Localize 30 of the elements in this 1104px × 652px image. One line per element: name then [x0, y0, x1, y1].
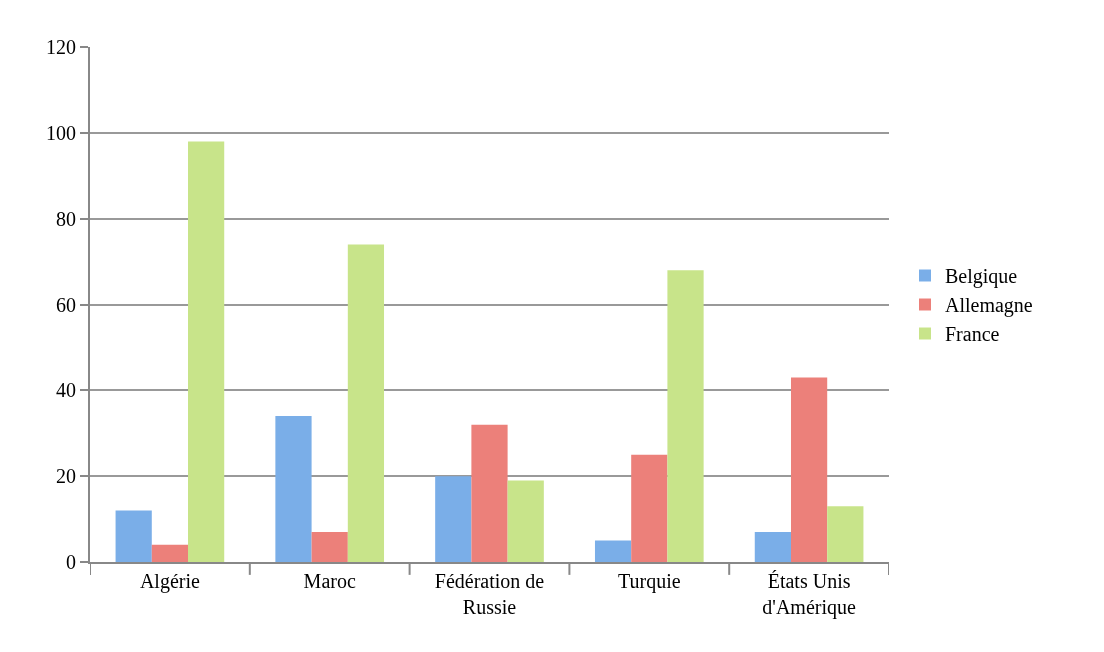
bar [435, 476, 472, 562]
bar [507, 480, 544, 562]
bar [754, 531, 791, 562]
y-tick-label: 100 [46, 121, 76, 144]
legend-label: France [944, 323, 1000, 346]
bar [311, 531, 348, 562]
bar [347, 244, 385, 562]
legend-label: Belgique [944, 265, 1018, 289]
x-tick-label: Maroc [303, 570, 356, 592]
bar [631, 454, 668, 562]
x-tick-label: Fédération de Russie [434, 570, 545, 618]
x-tick-label: Algérie [139, 570, 200, 593]
x-tick-label: Turquie [618, 570, 681, 593]
bar [275, 416, 312, 562]
y-tick-label: 80 [56, 207, 76, 230]
bar [471, 424, 508, 562]
y-tick-label: 0 [66, 551, 76, 573]
x-tick-label: États Unis d'Amérique [762, 570, 857, 619]
bar [594, 540, 632, 562]
bar [667, 270, 704, 562]
y-tick-label: 60 [56, 293, 76, 316]
y-tick-label: 120 [46, 36, 76, 58]
legend-label: Allemagne [944, 294, 1033, 318]
bar [790, 377, 828, 562]
bar [151, 544, 189, 562]
y-tick-label: 40 [56, 379, 76, 402]
bar [827, 506, 864, 562]
y-tick-label: 20 [56, 465, 76, 488]
bar [115, 510, 152, 562]
bar [188, 141, 225, 562]
